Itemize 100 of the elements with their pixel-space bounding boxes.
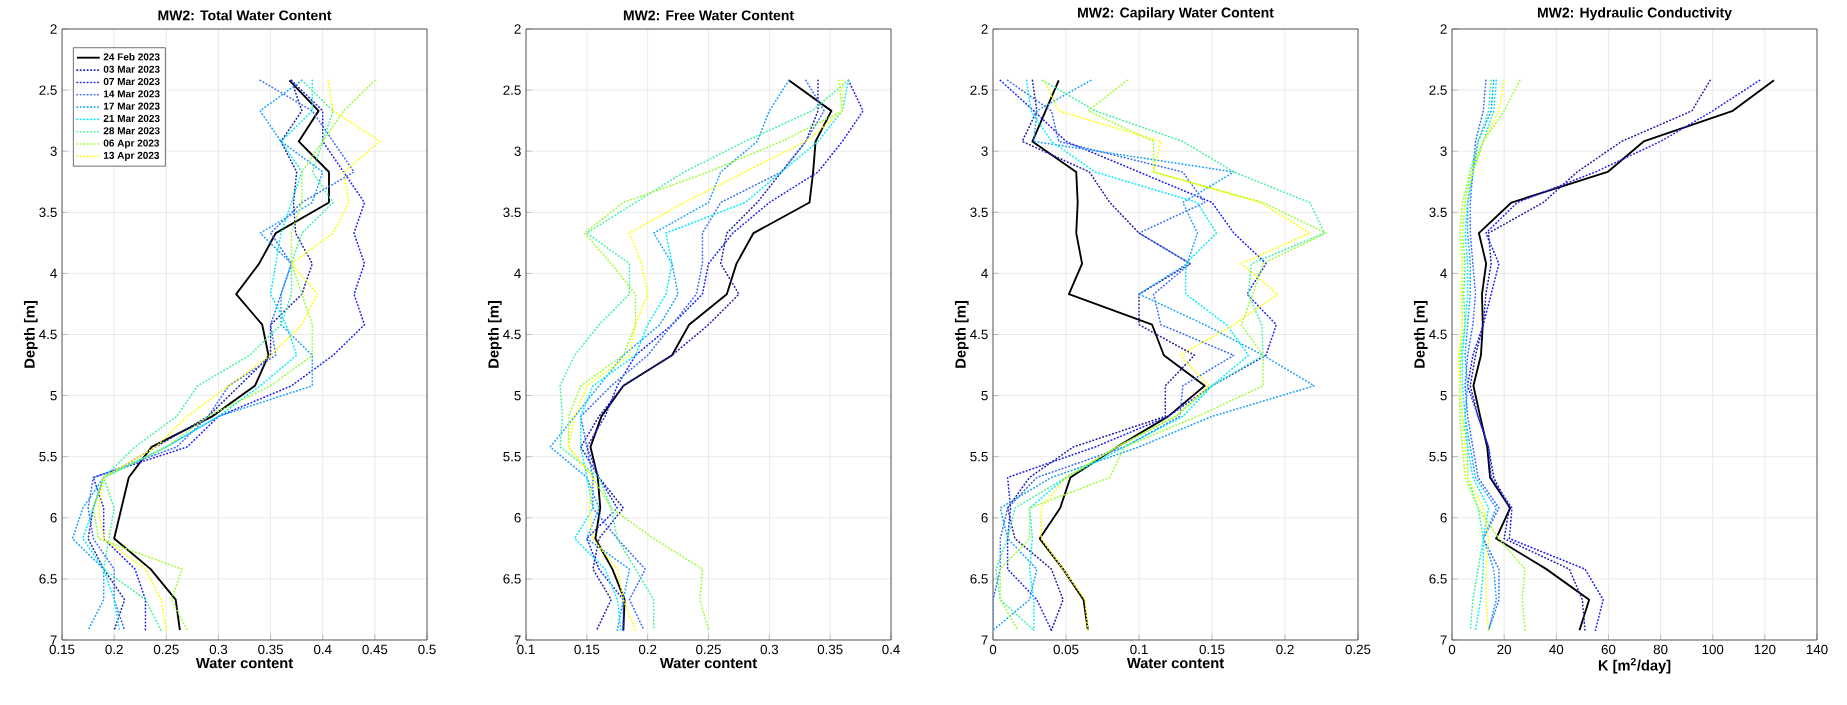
- legend-label: 24 Feb 2023: [103, 53, 160, 61]
- y-tick-label: 6: [1440, 513, 1447, 523]
- x-tick-label: 60: [1601, 644, 1616, 655]
- y-tick-label: 2.5: [970, 85, 988, 95]
- line-series: [1031, 79, 1206, 632]
- y-axis-title: Depth [m]: [954, 301, 969, 368]
- legend-label: 07 Mar 2023: [103, 77, 160, 86]
- y-tick-label: 4: [50, 268, 57, 278]
- x-axis-title: K [m$^{2}$/day]: [1598, 657, 1671, 674]
- x-tick-label: 0.45: [362, 644, 388, 655]
- y-tick-label: 5.5: [970, 452, 988, 462]
- y-tick-label: 5: [1440, 390, 1447, 401]
- legend-label: 28 Mar 2023: [103, 127, 160, 135]
- x-tick-label: 80: [1653, 644, 1668, 655]
- line-series: [549, 79, 790, 632]
- x-tick-label: 0.15: [1199, 644, 1225, 655]
- y-tick-label: 3: [981, 146, 988, 156]
- x-tick-label: 0.4: [313, 644, 332, 655]
- x-axis-title: Water content: [659, 657, 757, 669]
- y-tick-label: 5.5: [39, 452, 57, 462]
- line-series: [1457, 79, 1505, 632]
- y-tick-label: 7: [1440, 635, 1447, 645]
- x-tick-label: 0.1: [517, 644, 535, 655]
- x-tick-label: 0.25: [696, 644, 721, 655]
- y-axis-title: Depth [m]: [487, 301, 502, 368]
- x-tick-label: 0.1: [1130, 644, 1148, 655]
- x-tick-label: 0.4: [882, 644, 900, 655]
- y-tick-label: 4: [514, 268, 521, 278]
- y-tick-label: 6.5: [970, 574, 988, 584]
- legend-label: 14 Mar 2023: [103, 90, 160, 98]
- x-tick-label: 0.2: [638, 644, 657, 655]
- line-series: [1469, 79, 1711, 632]
- y-tick-label: 3.5: [1429, 207, 1447, 218]
- y-tick-label: 5: [514, 390, 521, 401]
- y-tick-label: 3.5: [970, 207, 988, 218]
- x-axis-title: Water content: [195, 657, 293, 669]
- chart-title: MW2: Total Water Content: [158, 10, 332, 21]
- legend-label: 13 Apr 2023: [103, 151, 160, 161]
- x-tick-label: 0.2: [1276, 644, 1294, 655]
- x-tick-label: 0.25: [1345, 644, 1371, 655]
- y-tick-label: 6: [514, 513, 521, 523]
- chart-title: MW2: Hydraulic Conductivity: [1537, 7, 1732, 21]
- legend-label: 17 Mar 2023: [103, 102, 160, 110]
- x-tick-label: 20: [1497, 644, 1512, 655]
- y-tick-label: 4.5: [1429, 329, 1447, 340]
- y-tick-label: 6.5: [1429, 574, 1447, 584]
- y-tick-label: 7: [514, 635, 521, 645]
- y-tick-label: 3: [1440, 146, 1447, 156]
- y-tick-label: 6: [981, 513, 988, 523]
- x-tick-label: 0: [989, 644, 997, 655]
- x-tick-label: 0.15: [574, 644, 600, 655]
- x-tick-label: 120: [1754, 644, 1776, 655]
- y-tick-label: 4.5: [503, 329, 521, 340]
- y-tick-label: 2: [50, 24, 57, 34]
- x-axis-title: Water content: [1126, 657, 1224, 669]
- y-tick-label: 3.5: [503, 207, 521, 218]
- line-series: [1459, 79, 1492, 632]
- x-tick-label: 0.15: [49, 644, 75, 655]
- y-tick-label: 3: [514, 146, 521, 156]
- x-tick-label: 0: [1448, 644, 1456, 655]
- y-tick-label: 2: [514, 24, 521, 34]
- y-tick-label: 7: [50, 635, 57, 645]
- line-series: [1006, 79, 1196, 632]
- y-tick-label: 2.5: [39, 85, 57, 95]
- y-tick-label: 2: [1440, 24, 1447, 34]
- y-tick-label: 6.5: [39, 574, 57, 584]
- chart-title: MW2: Free Water Content: [623, 10, 794, 21]
- x-tick-label: 140: [1806, 644, 1828, 655]
- y-axis-title: Depth [m]: [23, 301, 38, 368]
- y-tick-label: 2.5: [503, 85, 521, 95]
- y-tick-label: 3: [50, 146, 57, 156]
- y-tick-label: 7: [981, 635, 988, 645]
- x-tick-label: 0.35: [817, 644, 843, 655]
- y-tick-label: 2.5: [1429, 85, 1447, 95]
- y-tick-label: 6.5: [503, 574, 521, 584]
- x-tick-label: 100: [1702, 644, 1724, 655]
- y-tick-label: 6: [50, 513, 57, 523]
- y-tick-label: 5: [50, 390, 57, 401]
- y-tick-label: 4: [981, 268, 988, 278]
- y-tick-label: 2: [981, 24, 988, 34]
- y-tick-label: 4: [1440, 268, 1447, 278]
- y-axis-title: Depth [m]: [1413, 301, 1428, 368]
- x-tick-label: 0.25: [153, 644, 179, 655]
- legend-label: 06 Apr 2023: [103, 139, 160, 149]
- y-tick-label: 4.5: [39, 329, 57, 340]
- y-tick-label: 3.5: [39, 207, 57, 218]
- legend-label: 21 Mar 2023: [103, 114, 160, 122]
- y-tick-label: 5.5: [503, 452, 521, 462]
- y-tick-label: 4.5: [970, 329, 988, 340]
- x-tick-label: 0.3: [760, 644, 779, 655]
- x-tick-label: 0.5: [418, 644, 436, 655]
- x-tick-label: 0.3: [209, 644, 228, 655]
- legend-label: 03 Mar 2023: [103, 65, 160, 73]
- y-tick-label: 5.5: [1429, 452, 1447, 462]
- chart-title: MW2: Capilary Water Content: [1078, 7, 1274, 21]
- x-tick-label: 0.35: [258, 644, 283, 655]
- x-tick-label: 0.2: [105, 644, 123, 655]
- x-tick-label: 0.05: [1053, 644, 1079, 655]
- x-tick-label: 40: [1549, 644, 1564, 655]
- y-tick-label: 5: [981, 390, 988, 401]
